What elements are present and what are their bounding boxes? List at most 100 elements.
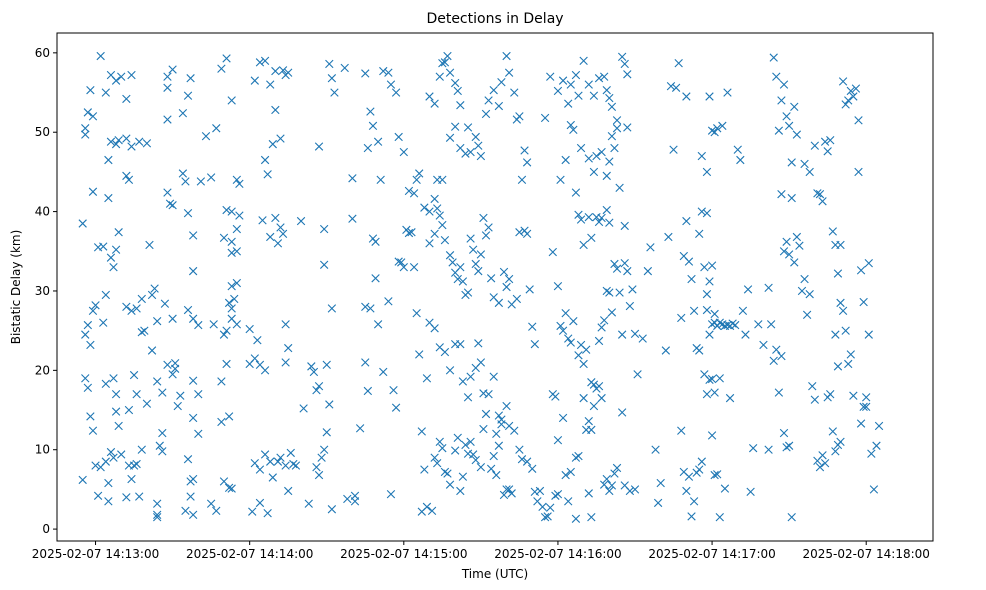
data-point <box>543 512 552 521</box>
data-point <box>605 93 614 103</box>
data-point <box>515 228 524 237</box>
data-point <box>255 465 265 474</box>
data-point <box>602 205 611 215</box>
data-point <box>623 266 632 276</box>
data-point <box>494 411 504 420</box>
data-point <box>582 345 591 354</box>
data-point <box>438 220 447 230</box>
data-point <box>844 359 853 369</box>
data-point <box>206 499 216 508</box>
data-point <box>677 426 686 435</box>
data-point <box>741 330 750 339</box>
data-point <box>183 91 193 100</box>
data-point <box>528 322 537 331</box>
data-point <box>697 151 706 161</box>
data-point <box>456 339 465 349</box>
data-point <box>489 85 498 95</box>
data-point <box>86 340 95 350</box>
data-point <box>689 306 699 316</box>
data-point <box>815 462 825 472</box>
data-point <box>281 358 290 367</box>
data-point <box>117 72 126 81</box>
data-point <box>546 72 555 81</box>
data-point <box>417 427 426 436</box>
data-point <box>147 290 157 300</box>
data-point <box>122 171 131 181</box>
data-point <box>276 134 285 143</box>
data-point <box>463 123 473 132</box>
data-point <box>479 424 488 434</box>
data-point <box>93 491 103 500</box>
data-point <box>461 149 470 158</box>
data-point <box>361 69 370 78</box>
data-point <box>574 210 583 219</box>
data-point <box>851 84 861 93</box>
data-point <box>425 239 434 248</box>
data-point <box>766 320 776 329</box>
data-point <box>268 473 277 482</box>
data-point <box>152 316 162 326</box>
data-point <box>617 408 627 417</box>
data-point <box>481 109 491 119</box>
data-point <box>101 290 110 300</box>
data-point <box>774 126 784 135</box>
data-point <box>399 262 408 272</box>
data-point <box>255 58 265 67</box>
data-point <box>682 92 691 101</box>
data-point <box>707 261 717 270</box>
data-point <box>458 377 468 386</box>
data-point <box>407 228 416 237</box>
data-point <box>343 494 352 504</box>
data-point <box>792 130 802 139</box>
data-point <box>589 91 599 100</box>
data-point <box>725 393 735 403</box>
data-point <box>854 167 863 177</box>
data-point <box>607 308 617 317</box>
data-point <box>510 426 519 435</box>
data-point <box>327 505 337 514</box>
data-point <box>784 441 794 450</box>
data-point <box>86 85 95 95</box>
data-point <box>299 404 308 413</box>
data-point <box>707 320 717 329</box>
data-point <box>319 445 329 454</box>
data-point <box>183 455 193 464</box>
data-point <box>232 247 242 256</box>
data-point <box>800 159 809 169</box>
chart-title: Detections in Delay <box>426 11 563 27</box>
data-point <box>122 493 131 502</box>
data-point <box>376 175 385 185</box>
data-point <box>127 142 136 151</box>
data-point <box>597 147 606 157</box>
data-point <box>476 462 486 472</box>
data-point <box>772 345 781 354</box>
data-point <box>232 175 242 185</box>
data-point <box>836 298 845 308</box>
data-point <box>109 262 118 272</box>
data-point <box>245 324 254 334</box>
data-point <box>276 453 285 462</box>
data-point <box>476 151 486 161</box>
data-point <box>610 469 619 478</box>
data-point <box>602 85 611 95</box>
data-point <box>114 135 123 145</box>
data-point <box>232 320 242 329</box>
data-point <box>615 288 624 297</box>
data-point <box>435 437 444 446</box>
data-point <box>551 392 560 401</box>
data-point <box>481 231 491 240</box>
data-point <box>363 386 373 396</box>
data-point <box>546 503 555 512</box>
data-point <box>589 380 599 389</box>
data-point <box>474 339 483 348</box>
data-point <box>466 234 475 243</box>
data-point <box>273 239 283 248</box>
data-point <box>278 66 288 75</box>
data-point <box>183 305 193 315</box>
data-point <box>325 59 334 69</box>
data-point <box>145 240 154 250</box>
data-point <box>389 385 398 395</box>
data-point <box>137 294 146 304</box>
data-point <box>319 224 329 234</box>
data-point <box>127 306 136 316</box>
